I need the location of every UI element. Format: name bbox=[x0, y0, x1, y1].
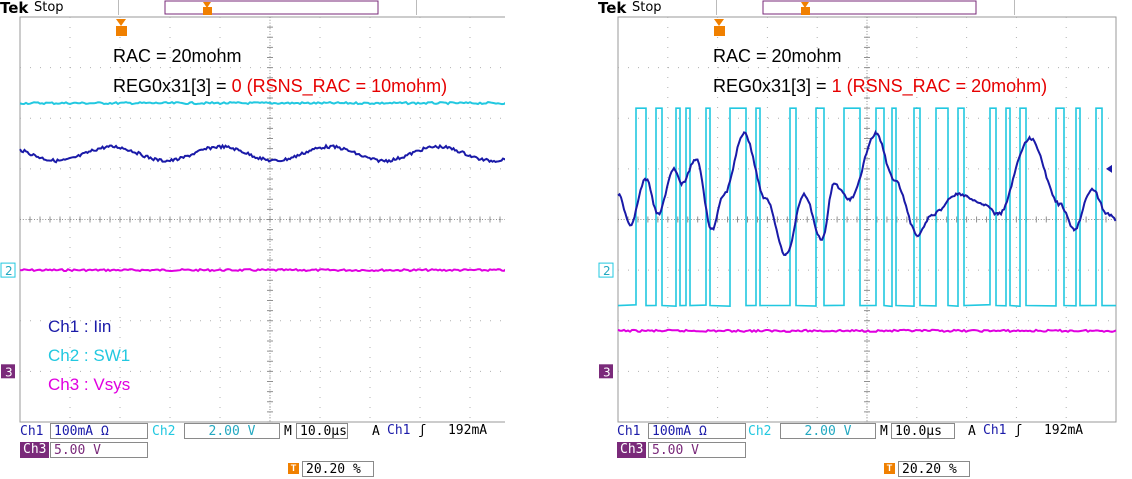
ch3-marker: 3 bbox=[599, 364, 613, 379]
annotation-line2: REG0x31[3] = 0 (RSNS_RAC = 10mohm) bbox=[113, 76, 447, 97]
record-bar bbox=[164, 0, 379, 15]
trigger-level: 192mA bbox=[447, 423, 488, 438]
ch1-trace bbox=[19, 143, 505, 164]
record-position-icon bbox=[203, 7, 212, 15]
trigger-position: 20.20 % bbox=[302, 461, 374, 477]
trigger-slope-icon: ʃ bbox=[418, 423, 427, 438]
ch1-trace bbox=[617, 129, 1117, 257]
graticule: 23 bbox=[0, 0, 505, 423]
ch3-trace bbox=[19, 267, 505, 273]
trigger-position-icon: T bbox=[288, 463, 299, 474]
annotation-line2: REG0x31[3] = 1 (RSNS_RAC = 20mohm) bbox=[713, 76, 1047, 97]
legend-ch3: Ch3 : Vsys bbox=[48, 375, 131, 394]
record-bar bbox=[762, 0, 977, 15]
trigger-point-icon bbox=[116, 26, 127, 36]
ch3-label: Ch3 bbox=[20, 442, 50, 458]
annotation-line2-prefix: REG0x31[3] = bbox=[713, 76, 832, 96]
annotation-line1: RAC = 20mohm bbox=[713, 46, 842, 66]
trigger-position-icon: T bbox=[884, 463, 895, 474]
trigger-point-icon bbox=[116, 19, 126, 26]
ch1-label: Ch1 bbox=[20, 424, 44, 439]
ch2-marker: 2 bbox=[0, 262, 16, 278]
record-position-icon bbox=[801, 2, 809, 8]
trigger-position: 20.20 % bbox=[898, 461, 970, 477]
ch3-marker-label: 3 bbox=[5, 365, 13, 379]
trigger-readout: Ch1 ʃ 192mA bbox=[384, 423, 524, 439]
record-bar-tick bbox=[118, 0, 119, 15]
trigger-slope-icon: ʃ bbox=[1014, 423, 1023, 438]
scope-screen: 23 bbox=[0, 0, 505, 423]
annotation-line2-red: 0 (RSNS_RAC = 10mohm) bbox=[231, 76, 448, 96]
trigger-source: Ch1 bbox=[983, 423, 1007, 438]
legend-ch1: Ch1 : Iin bbox=[48, 317, 112, 336]
ch2-scale: 2.00 V bbox=[780, 423, 876, 439]
ch3-label: Ch3 bbox=[617, 442, 647, 458]
record-bar-tick bbox=[716, 0, 717, 15]
ch1-level-arrow bbox=[1106, 164, 1112, 173]
brand-label: Tek bbox=[598, 0, 627, 17]
trigger-level: 192mA bbox=[1043, 423, 1084, 438]
timebase: 10.0µs bbox=[296, 423, 348, 439]
timebase-prefix: M bbox=[284, 424, 292, 439]
ch2-marker-label: 2 bbox=[5, 264, 13, 278]
ch3-marker: 3 bbox=[1, 364, 15, 379]
annotation-line2-red: 1 (RSNS_RAC = 20mohm) bbox=[831, 76, 1048, 96]
trigger-mode: A bbox=[968, 424, 976, 439]
ch1-scale: 100mA Ω bbox=[50, 423, 148, 439]
trigger-mode: A bbox=[372, 424, 380, 439]
trigger-point-icon bbox=[714, 19, 724, 26]
ch3-marker-label: 3 bbox=[603, 365, 611, 379]
brand-label: Tek bbox=[0, 0, 29, 17]
ch3-scale: 5.00 V bbox=[50, 442, 148, 458]
ch1-scale: 100mA Ω bbox=[648, 423, 746, 439]
timebase-prefix: M bbox=[880, 424, 888, 439]
scope-screen: 23 bbox=[598, 0, 1117, 423]
trigger-source: Ch1 bbox=[387, 423, 411, 438]
ch2-trace bbox=[617, 107, 1116, 308]
timebase: 10.0µs bbox=[891, 423, 955, 439]
record-bar-tick bbox=[416, 0, 417, 15]
ch2-label: Ch2 bbox=[152, 424, 176, 439]
acq-status: Stop bbox=[34, 0, 64, 15]
trigger-readout: Ch1 ʃ 192mA bbox=[980, 423, 1120, 439]
ch2-marker-label: 2 bbox=[603, 264, 611, 278]
ch2-label: Ch2 bbox=[748, 424, 772, 439]
ch1-label: Ch1 bbox=[617, 424, 641, 439]
annotation-line2-prefix: REG0x31[3] = bbox=[113, 76, 232, 96]
annotation-line1: RAC = 20mohm bbox=[113, 46, 242, 66]
trigger-point-icon bbox=[714, 26, 725, 36]
legend-ch2: Ch2 : SW1 bbox=[48, 346, 131, 365]
record-position-icon bbox=[801, 7, 810, 15]
record-bar-tick bbox=[1014, 0, 1015, 15]
ch3-scale: 5.00 V bbox=[648, 442, 746, 458]
record-position-icon bbox=[203, 2, 211, 8]
ch3-trace bbox=[617, 328, 1117, 333]
acq-status: Stop bbox=[632, 0, 662, 15]
ch2-marker: 2 bbox=[598, 262, 614, 278]
graticule: 23 bbox=[598, 0, 1117, 423]
ch2-scale: 2.00 V bbox=[184, 423, 280, 439]
ch2-trace bbox=[19, 100, 505, 106]
